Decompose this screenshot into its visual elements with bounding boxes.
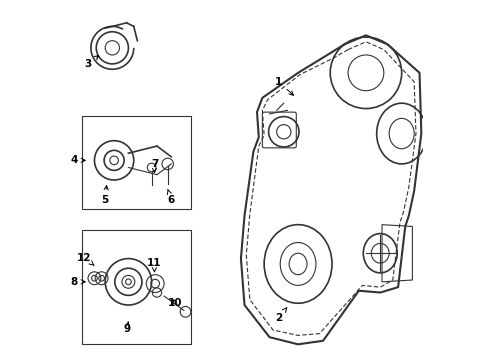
Text: 1: 1 bbox=[274, 77, 293, 95]
Text: 5: 5 bbox=[102, 186, 109, 204]
Text: 7: 7 bbox=[150, 159, 158, 172]
Text: 11: 11 bbox=[147, 258, 162, 272]
Text: 10: 10 bbox=[167, 298, 182, 308]
Bar bbox=[82, 116, 190, 208]
Text: 12: 12 bbox=[77, 252, 94, 265]
Text: 6: 6 bbox=[167, 189, 175, 204]
Text: 9: 9 bbox=[123, 321, 130, 334]
Text: 8: 8 bbox=[70, 277, 85, 287]
Text: 2: 2 bbox=[274, 308, 286, 323]
Bar bbox=[82, 230, 190, 344]
Text: 4: 4 bbox=[70, 156, 85, 165]
Text: 3: 3 bbox=[84, 55, 99, 69]
